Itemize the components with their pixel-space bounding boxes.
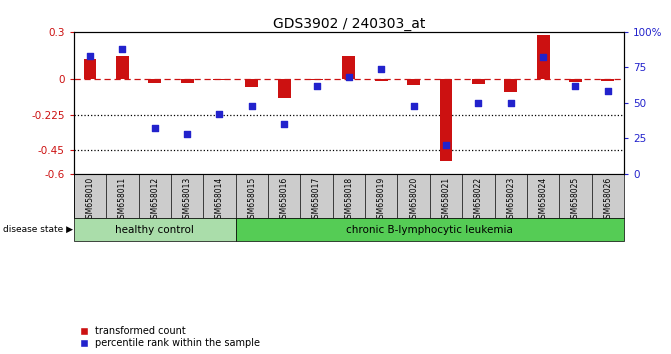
Text: GSM658013: GSM658013 [183,177,192,223]
Text: GSM658017: GSM658017 [312,177,321,223]
Bar [213,79,226,80]
Bar [537,35,550,79]
Point [85,53,95,59]
Bar [440,79,452,161]
Bar [505,79,517,92]
Bar [342,56,356,79]
Point [570,83,581,88]
Bar [601,79,615,81]
Bar [180,79,193,83]
Text: GSM658012: GSM658012 [150,177,159,223]
Bar [74,218,236,241]
Point [408,103,419,108]
Text: healthy control: healthy control [115,224,194,235]
Text: GSM658026: GSM658026 [603,177,613,223]
Bar [236,218,624,241]
Text: chronic B-lymphocytic leukemia: chronic B-lymphocytic leukemia [346,224,513,235]
Text: GSM658019: GSM658019 [377,177,386,223]
Text: GSM658022: GSM658022 [474,177,483,223]
Text: GSM658011: GSM658011 [118,177,127,223]
Text: GSM658020: GSM658020 [409,177,418,223]
Point [505,100,516,105]
Point [311,83,322,88]
Point [279,121,290,127]
Bar [148,79,161,82]
Bar [569,79,582,82]
Point [246,103,257,108]
Text: GSM658025: GSM658025 [571,177,580,223]
Bar [246,79,258,87]
Point [376,66,386,72]
Point [537,55,548,60]
Title: GDS3902 / 240303_at: GDS3902 / 240303_at [272,17,425,31]
Text: GSM658018: GSM658018 [344,177,354,223]
Bar [375,79,388,81]
Point [117,46,127,52]
Text: GSM658024: GSM658024 [539,177,548,223]
Bar [116,56,129,79]
Point [214,111,225,117]
Text: GSM658015: GSM658015 [248,177,256,223]
Bar [278,79,291,98]
Bar [407,79,420,85]
Point [182,131,193,137]
Point [150,125,160,131]
Bar [472,79,485,84]
Point [441,142,452,148]
Text: GSM658023: GSM658023 [506,177,515,223]
Point [473,100,484,105]
Legend: transformed count, percentile rank within the sample: transformed count, percentile rank withi… [79,325,261,349]
Text: GSM658010: GSM658010 [85,177,95,223]
Text: GSM658016: GSM658016 [280,177,289,223]
Point [603,88,613,94]
Text: GSM658021: GSM658021 [442,177,450,223]
Bar [83,59,97,79]
Text: disease state ▶: disease state ▶ [3,225,73,234]
Bar [310,79,323,80]
Text: GSM658014: GSM658014 [215,177,224,223]
Point [344,74,354,80]
